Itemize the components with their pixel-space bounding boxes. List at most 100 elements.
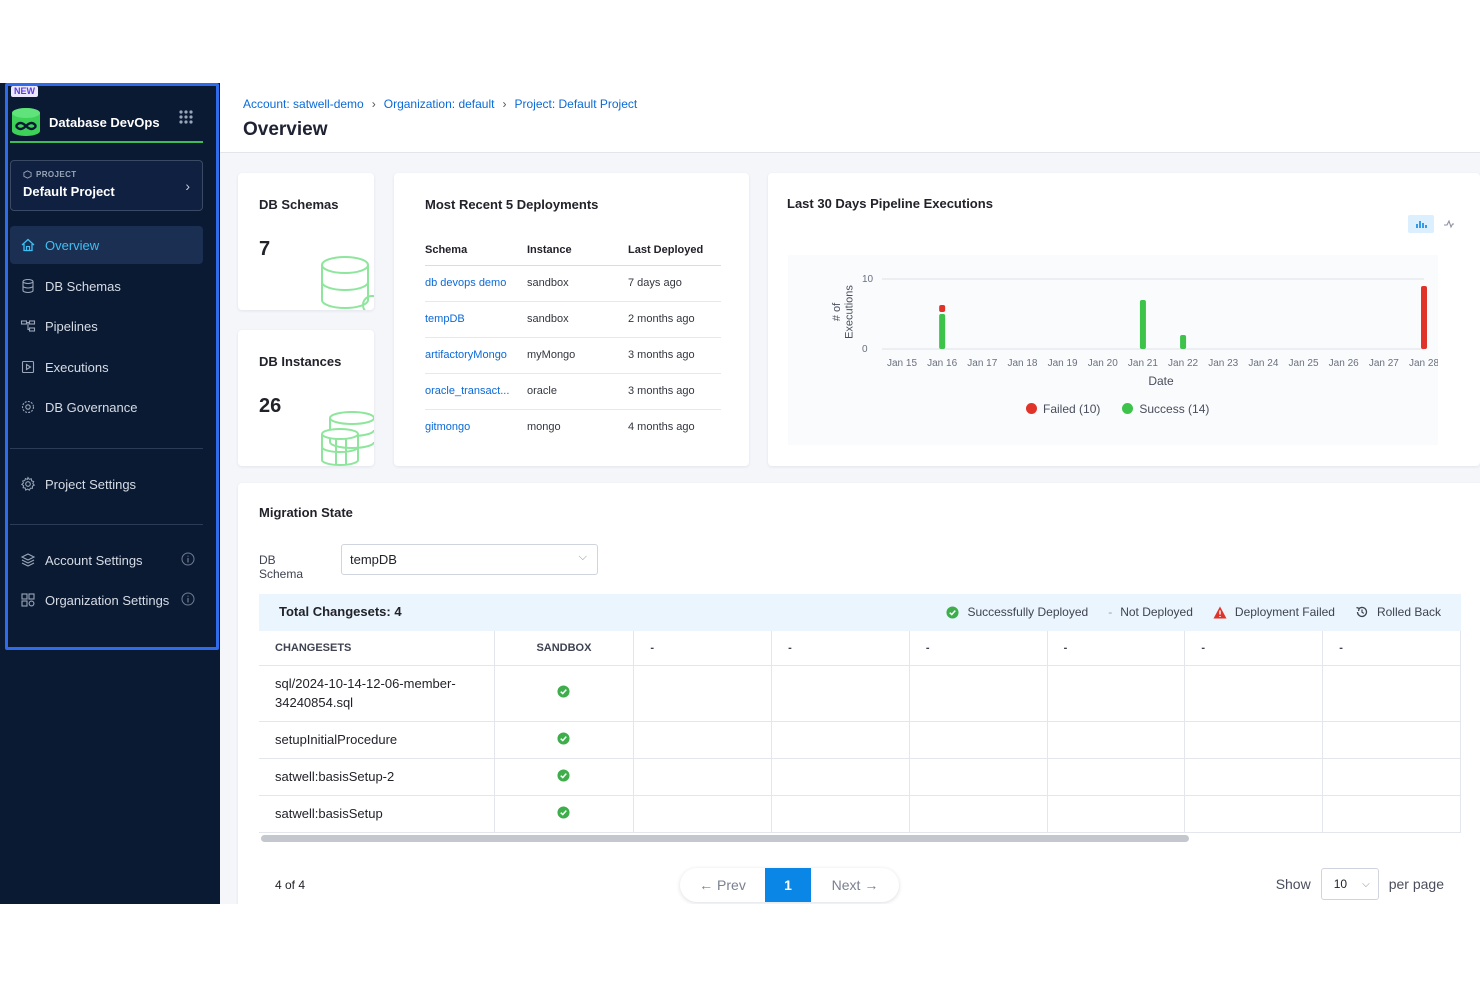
prev-page-button[interactable]: ← Prev	[699, 877, 746, 893]
page-size-select[interactable]: 10 ⌵	[1320, 868, 1379, 900]
table-header-row: Schema Instance Last Deployed	[425, 235, 721, 266]
column-header-sandbox: SANDBOX	[494, 631, 635, 666]
changeset-status-legend: Successfully Deployed - Not Deployed Dep…	[946, 605, 1441, 619]
last-deployed-cell: 3 months ago	[628, 373, 721, 410]
bar-failed	[1421, 286, 1427, 349]
column-header-env: -	[633, 631, 773, 666]
module-switcher-grid-icon[interactable]	[178, 109, 194, 125]
nav-db-governance[interactable]: DB Governance	[10, 388, 203, 426]
database-devops-logo-icon	[12, 108, 40, 136]
show-label: Show	[1275, 876, 1311, 892]
legend-item-success[interactable]: Success (14)	[1122, 402, 1209, 416]
recent-deployments-table: Schema Instance Last Deployed db devops …	[425, 235, 721, 445]
project-selector[interactable]: PROJECT Default Project ›	[10, 160, 203, 211]
legend-not-deployed: - Not Deployed	[1108, 605, 1193, 619]
changeset-name: sql/2024-10-14-12-06-member-34240854.sql	[259, 665, 495, 722]
x-tick-label: Jan 18	[1007, 358, 1037, 369]
db-schema-select-value: tempDB	[350, 552, 397, 567]
legend-label: Not Deployed	[1120, 605, 1193, 619]
schema-link[interactable]: artifactoryMongo	[425, 337, 527, 374]
rollback-icon	[1356, 606, 1368, 618]
nav-db-schemas[interactable]: DB Schemas	[10, 267, 203, 305]
instance-cell: mongo	[527, 421, 561, 434]
project-name: Default Project	[23, 184, 115, 199]
nav-executions[interactable]: Executions	[10, 348, 203, 386]
bar-failed	[939, 305, 946, 312]
home-icon	[19, 236, 37, 254]
governance-icon	[19, 398, 37, 416]
line-chart-icon[interactable]	[1436, 215, 1462, 233]
schema-link[interactable]: db devops demo	[425, 265, 527, 302]
instance-cell: myMongo	[527, 337, 628, 374]
chart-view-toggle	[1408, 215, 1462, 233]
new-badge: NEW	[11, 86, 38, 97]
nav-overview[interactable]: Overview	[10, 226, 203, 264]
gear-icon	[19, 475, 37, 493]
x-tick-label: Jan 28	[1409, 358, 1438, 369]
breadcrumb-project[interactable]: Project: Default Project	[514, 97, 638, 111]
recent-deployments-title: Most Recent 5 Deployments	[425, 197, 599, 212]
chevron-down-icon: ⌵	[1362, 878, 1370, 890]
breadcrumb-account[interactable]: Account: satwell-demo	[243, 97, 364, 111]
project-icon	[23, 170, 32, 179]
last-deployed-cell: 4 months ago	[628, 421, 695, 434]
db-instances-title: DB Instances	[259, 354, 342, 369]
page-size-value: 10	[1333, 877, 1348, 891]
check-circle-icon	[557, 768, 570, 782]
column-header-instance: Instance	[527, 235, 628, 266]
module-name: Database DevOps	[49, 114, 160, 130]
x-axis-label: Date	[1148, 374, 1174, 388]
project-kicker: PROJECT	[23, 170, 190, 179]
db-schema-select[interactable]: tempDB ⌵	[341, 544, 598, 575]
breadcrumb: Account: satwell-demo › Organization: de…	[243, 97, 637, 111]
page-title: Overview	[243, 119, 328, 140]
legend-label: Successfully Deployed	[967, 605, 1089, 619]
brand-underline	[10, 141, 203, 143]
bar-chart-icon[interactable]	[1408, 215, 1434, 233]
schema-link[interactable]: tempDB	[425, 301, 527, 338]
nav-project-settings[interactable]: Project Settings	[10, 465, 203, 503]
y-tick-label: 10	[862, 274, 874, 285]
column-header-schema: Schema	[425, 235, 527, 266]
x-tick-label: Jan 26	[1329, 358, 1359, 369]
nav-account-settings[interactable]: Account Settings	[10, 541, 203, 579]
sandbox-status-cell	[494, 721, 635, 759]
schema-link[interactable]: oracle_transact...	[425, 373, 527, 410]
sidebar-divider	[10, 524, 203, 525]
db-schemas-card[interactable]: DB Schemas 7	[238, 173, 374, 310]
x-tick-label: Jan 23	[1208, 358, 1238, 369]
database-stack-illustration-icon	[321, 411, 374, 466]
column-header-env: -	[771, 631, 910, 666]
db-instances-card[interactable]: DB Instances 26	[238, 330, 374, 466]
x-tick-label: Jan 15	[887, 358, 917, 369]
info-icon[interactable]	[181, 592, 195, 606]
organization-icon	[19, 591, 37, 609]
page-size-control: Show 10 ⌵ per page	[1276, 868, 1444, 900]
table-row: db devops demo sandbox 7 days ago	[425, 265, 721, 302]
legend-success-label: Success (14)	[1139, 402, 1210, 416]
next-page-button[interactable]: Next →	[831, 877, 879, 893]
table-row: setupInitialProcedure	[259, 721, 1461, 759]
changeset-name: satwell:basisSetup-2	[259, 758, 495, 796]
page-1-button[interactable]: 1	[765, 868, 811, 902]
table-header-row: CHANGESETS SANDBOX - - - - - -	[259, 631, 1461, 666]
table-row: artifactoryMongo myMongo 3 months ago	[425, 337, 721, 374]
instance-cell: sandbox	[527, 265, 628, 302]
legend-item-failed[interactable]: Failed (10)	[1026, 402, 1100, 416]
check-circle-icon	[946, 605, 959, 619]
executions-icon	[19, 358, 37, 376]
column-header-env: -	[1322, 631, 1461, 666]
changesets-table: CHANGESETS SANDBOX - - - - - - sql/2024-…	[259, 631, 1461, 833]
horizontal-scrollbar[interactable]	[261, 835, 1189, 842]
table-row: satwell:basisSetup-2	[259, 758, 1461, 796]
bar-success	[1180, 335, 1187, 349]
info-icon[interactable]	[181, 552, 195, 566]
schema-link[interactable]: gitmongo	[425, 421, 471, 434]
last-deployed-cell: 7 days ago	[628, 265, 721, 302]
nav-pipelines[interactable]: Pipelines	[10, 307, 203, 345]
nav-organization-settings[interactable]: Organization Settings	[10, 581, 203, 619]
database-icon	[19, 277, 37, 295]
table-row: sql/2024-10-14-12-06-member-34240854.sql	[259, 665, 1461, 722]
module-brand[interactable]: Database DevOps	[10, 99, 204, 145]
breadcrumb-organization[interactable]: Organization: default	[383, 97, 495, 111]
